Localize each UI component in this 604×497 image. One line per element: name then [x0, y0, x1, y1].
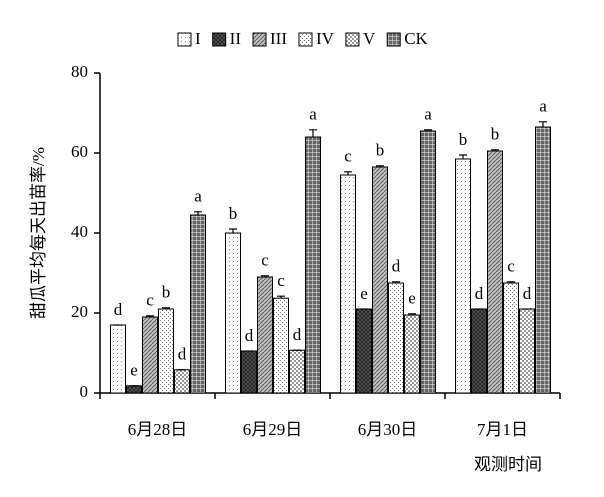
- significance-letter: a: [424, 105, 432, 124]
- significance-letter: e: [130, 361, 138, 380]
- bar: [340, 174, 356, 394]
- significance-letter: c: [277, 271, 285, 290]
- error-bar: [392, 281, 400, 283]
- bar: [471, 308, 487, 394]
- error-bar: [376, 165, 384, 167]
- error-bar: [194, 211, 202, 215]
- legend-label: V: [363, 29, 376, 48]
- significance-letter: e: [360, 284, 368, 303]
- error-bar: [309, 129, 317, 137]
- significance-letter: c: [261, 251, 269, 270]
- bar: [404, 314, 420, 394]
- y-tick-label: 20: [71, 302, 88, 321]
- significance-letter: a: [539, 97, 547, 116]
- significance-letter: d: [293, 325, 302, 344]
- y-axis-label: 甜瓜平均每天出苗率/%: [29, 147, 48, 319]
- error-bar: [277, 295, 285, 299]
- bar: [420, 130, 436, 394]
- x-tick-label: 6月29日: [243, 420, 303, 439]
- legend-label: CK: [404, 29, 428, 48]
- significance-letter: e: [408, 289, 416, 308]
- bar: [241, 350, 257, 394]
- significance-letter: a: [194, 187, 202, 206]
- significance-letter: b: [491, 125, 500, 144]
- error-bar: [162, 307, 170, 309]
- significance-letter: d: [114, 300, 123, 319]
- y-tick-label: 60: [71, 142, 88, 161]
- significance-letter: a: [309, 105, 317, 124]
- bar: [142, 316, 158, 394]
- legend-swatch: [177, 32, 192, 47]
- bar: [455, 158, 471, 394]
- legend-label: IV: [316, 29, 335, 48]
- error-bar: [344, 171, 352, 175]
- error-bar: [459, 154, 467, 159]
- legend-swatch: [252, 32, 267, 47]
- legend-swatch: [386, 32, 401, 47]
- legend-label: I: [195, 29, 201, 48]
- y-tick-label: 40: [71, 222, 88, 241]
- x-tick-label: 6月30日: [358, 420, 418, 439]
- bar: [535, 126, 551, 394]
- significance-letter: d: [475, 284, 484, 303]
- bar: [126, 385, 142, 394]
- bar: [190, 214, 206, 394]
- bar: [158, 308, 174, 394]
- error-bar: [229, 228, 237, 233]
- error-bar: [491, 149, 499, 151]
- bar: [289, 349, 305, 394]
- significance-letter: d: [392, 257, 401, 276]
- x-tick-label: 6月28日: [128, 420, 188, 439]
- bar: [174, 369, 190, 394]
- y-tick-label: 80: [71, 62, 88, 81]
- bar: [372, 166, 388, 394]
- bar: [273, 297, 289, 394]
- legend-swatch: [345, 32, 360, 47]
- bar: [356, 308, 372, 394]
- significance-letter: d: [523, 284, 532, 303]
- legend-swatch: [298, 32, 313, 47]
- bar: [225, 232, 241, 394]
- error-bar: [424, 129, 432, 131]
- bar: [305, 136, 321, 394]
- significance-letter: c: [507, 257, 515, 276]
- significance-letter: d: [245, 326, 254, 345]
- significance-letter: c: [146, 291, 154, 310]
- significance-letter: d: [178, 345, 187, 364]
- legend-label: III: [270, 29, 287, 48]
- significance-letter: b: [376, 141, 385, 160]
- legend-label: II: [230, 29, 242, 48]
- significance-letter: b: [229, 204, 238, 223]
- significance-letter: b: [162, 283, 171, 302]
- significance-letter: b: [459, 130, 468, 149]
- error-bar: [261, 275, 269, 277]
- bar: [487, 150, 503, 394]
- error-bar: [408, 313, 416, 315]
- error-bar: [146, 315, 154, 317]
- x-tick-label: 7月1日: [477, 420, 528, 439]
- error-bar: [507, 281, 515, 283]
- bar: [388, 282, 404, 394]
- bar: [519, 308, 535, 394]
- legend-swatch: [212, 32, 227, 47]
- error-bar: [539, 121, 547, 127]
- significance-letter: c: [344, 147, 352, 166]
- y-tick-label: 0: [80, 382, 89, 401]
- bar: [110, 324, 126, 394]
- x-axis-label: 观测时间: [474, 455, 542, 474]
- bar: [257, 276, 273, 394]
- bar: [503, 282, 519, 394]
